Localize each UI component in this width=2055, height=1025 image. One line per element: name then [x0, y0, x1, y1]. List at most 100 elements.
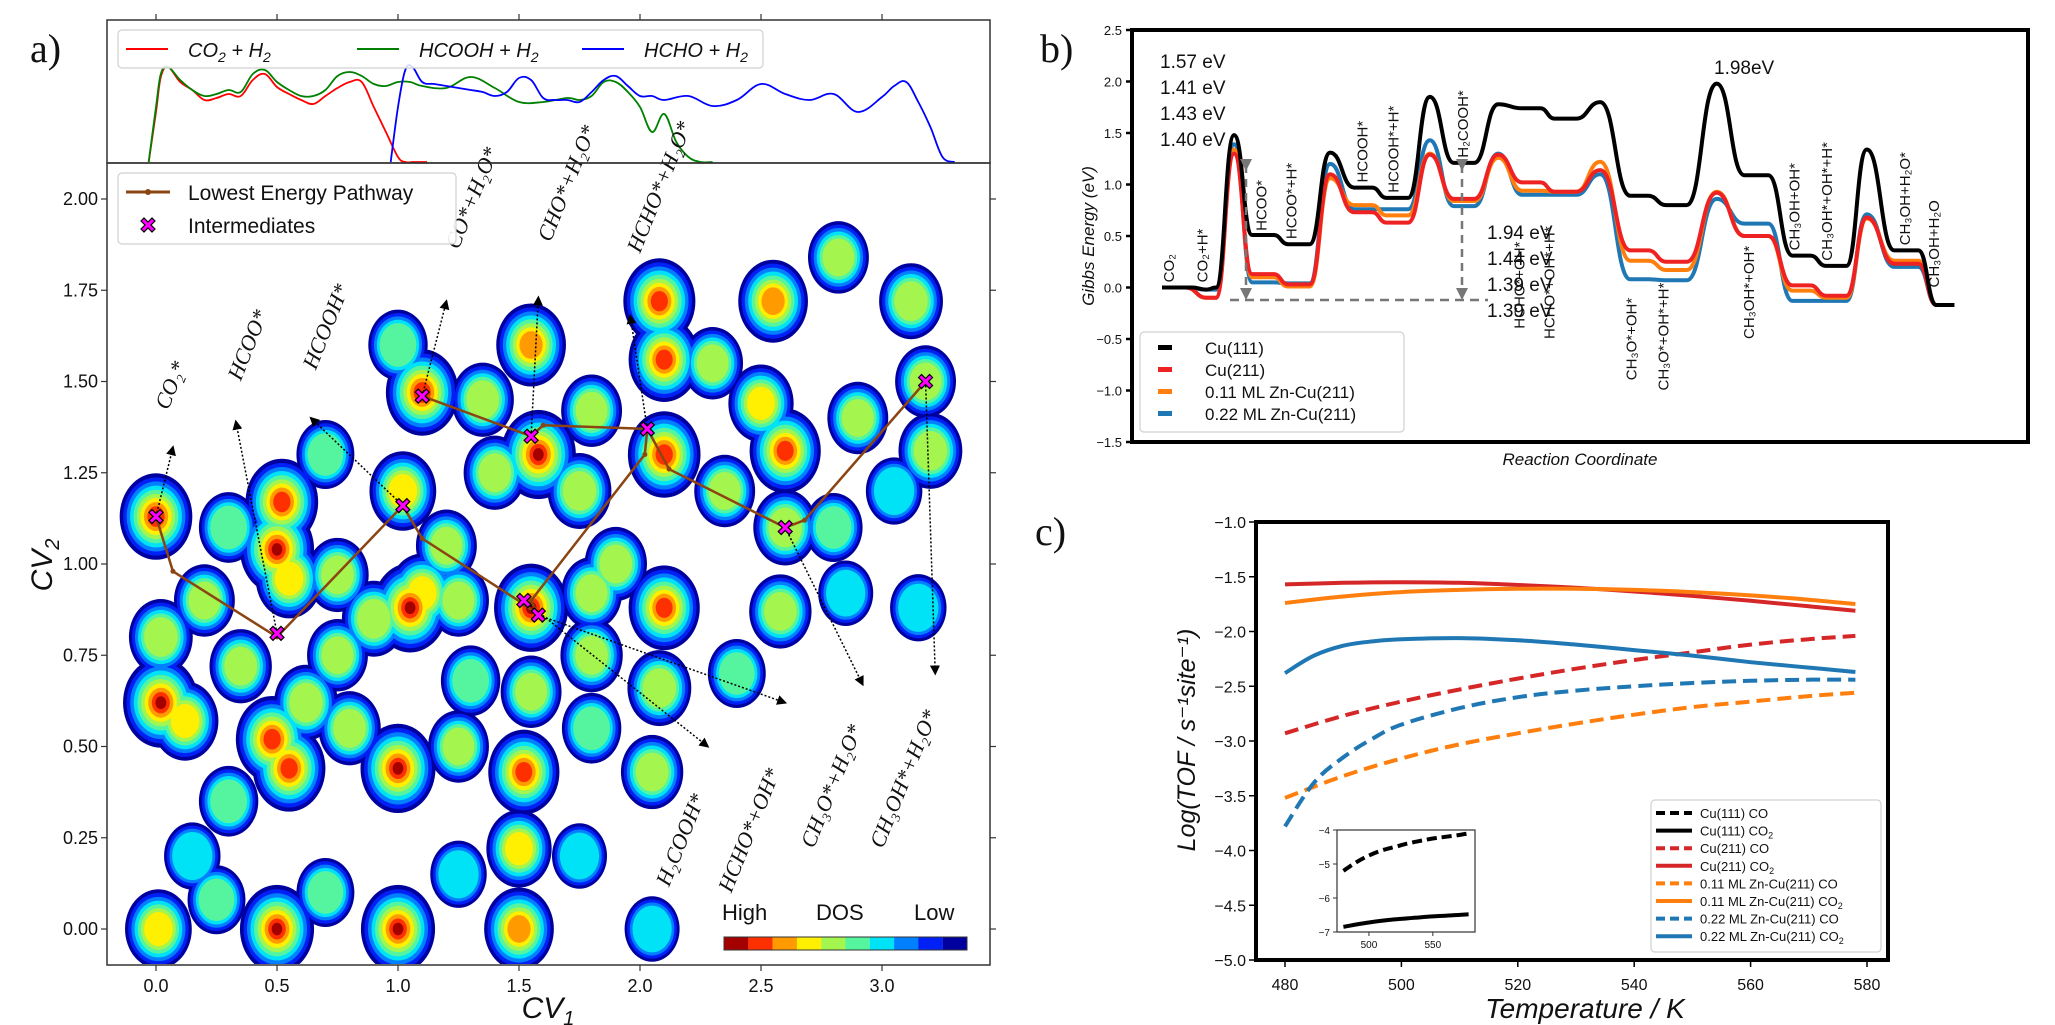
density-blob [438, 850, 479, 899]
colorbar-low-label: Low [914, 900, 954, 925]
pathway-node [419, 535, 425, 541]
panel-a-main-chart: CO₂*HCOO* HCOOH*CO*+H₂O* CHO*+H₂O* HCHO*+H₂… [26, 118, 996, 1025]
b-state-label-3: HCOO*+H* [1283, 163, 1300, 239]
intermediate-x-icon [639, 421, 656, 437]
annotation-arrow-6 [523, 599, 710, 748]
c-ytick-label-3: −3.5 [1214, 789, 1246, 806]
density-blob [289, 682, 323, 723]
pathway-node [540, 422, 546, 428]
c-y-ticks: −5.0 −4.5 −4.0 −3.5 −3.0 −2.5 −2.0 −1.5 −1.0 [1214, 515, 1256, 970]
intermediate-marker-9 [917, 373, 934, 390]
intermediate-x-icon [414, 388, 431, 404]
density-blob [198, 878, 235, 922]
a-main-y-ticks: 0.00 0.25 0.50 0.75 1.00 1.25 1.50 1.75 2.00 [63, 189, 996, 939]
density-blob [170, 703, 200, 738]
c-legend-box [1650, 799, 1882, 953]
a-main-xtick-label-5: 2.5 [748, 976, 773, 996]
intermediate-x-icon [515, 592, 532, 609]
b-state-label-0: CO₂ [1161, 254, 1178, 283]
c-legend-label-base: 0.22 ML Zn-Cu(211) CO [1700, 929, 1839, 944]
density-blob [655, 349, 673, 370]
a-main-ytick-label-8: 2.00 [63, 189, 98, 209]
density-blob [379, 323, 417, 367]
c-legend-label-base: Cu(111) CO [1700, 824, 1768, 839]
density-blob [632, 905, 672, 953]
c-series-line-6 [1283, 677, 1856, 828]
a-top-ticks [155, 14, 883, 20]
colorbar-title: DOS [816, 900, 864, 925]
intermediate-marker-8 [777, 519, 794, 536]
a-main-ytick-label-1: 0.25 [63, 828, 98, 848]
legend-pathway-dot [145, 189, 151, 195]
c-xtick-label-5: 580 [1854, 977, 1881, 994]
annotation-arrow-5 [626, 313, 649, 430]
b-legend-label-2: 0.11 ML Zn-Cu(211) [1205, 383, 1355, 402]
intermediate-marker-0 [148, 508, 164, 525]
b-series-line-3 [1162, 138, 1955, 307]
c-legend-label-2: Cu(211) CO [1700, 841, 1769, 856]
b-ytick-label-0: −1.5 [1096, 435, 1122, 450]
annotation-label-2: HCOOH* [297, 280, 354, 373]
density-blob [466, 380, 500, 420]
c-inset-ytick-label-3: −4 [1319, 826, 1331, 837]
density-blob [841, 399, 874, 437]
density-blob [155, 696, 167, 710]
density-blob [210, 779, 247, 824]
c-legend-label-7: 0.22 ML Zn-Cu(211) CO2 [1700, 929, 1844, 946]
legend-label-sub2: 2 [262, 49, 271, 65]
b-series-line-1 [1162, 151, 1955, 307]
c-series [1283, 580, 1856, 828]
b-barrier-mid-label-0: 1.94 eV [1487, 223, 1553, 244]
c-legend-label-sub: 2 [1838, 901, 1843, 911]
intermediate-x-icon [530, 607, 547, 623]
c-legend-label-base: Cu(211) CO [1700, 841, 1769, 856]
colorbar-cell-4 [821, 937, 846, 950]
c-legend-label-base: Cu(211) CO [1700, 859, 1769, 874]
a-top-series-line-2 [389, 64, 955, 163]
intermediate-marker-7 [530, 607, 547, 623]
c-series-line-5 [1284, 586, 1856, 607]
density-blob [144, 617, 178, 657]
density-blob [562, 471, 597, 511]
density-blob [505, 832, 533, 866]
b-barrier-labels-mid: 1.94 eV 1.44 eV 1.39 eV 1.39 eV [1487, 223, 1553, 322]
density-blob [430, 526, 463, 565]
b-state-label-2: HCOO* [1253, 180, 1270, 231]
b-ytick-label-2: −0.5 [1096, 332, 1122, 347]
density-blob [321, 636, 354, 675]
c-inset-series-line-0 [1342, 831, 1469, 873]
a-main-xtick-label-0: 0.0 [143, 976, 168, 996]
c-xtick-label-0: 480 [1272, 977, 1299, 994]
b-state-label-15: CH₃OH+H₂O [1926, 200, 1943, 287]
density-blob [392, 922, 404, 936]
b-ytick-label-1: −1.0 [1096, 384, 1122, 399]
c-ytick-label-4: −3.0 [1214, 734, 1246, 751]
c-legend-label-sub: 2 [1769, 866, 1774, 876]
density-blob [452, 658, 489, 703]
colorbar-high-label: High [722, 900, 767, 925]
b-y-ticks: −1.5 −1.0 −0.5 0.0 0.5 1.0 1.5 2.0 2.5 [1096, 23, 1134, 450]
c-xlabel: Temperature / K [1485, 993, 1686, 1024]
c-ytick-label-1: −4.5 [1214, 898, 1246, 915]
a-top-legend: CO2 + H2 HCOOH + H2 HCHO + H2 [117, 29, 764, 69]
density-blob [655, 444, 673, 465]
a-top-series-line-0 [147, 65, 427, 163]
density-blob [224, 646, 258, 686]
c-xtick-label-4: 560 [1737, 977, 1764, 994]
c-legend-label-1: Cu(111) CO2 [1700, 824, 1773, 841]
density-blob [515, 672, 548, 711]
legend-label-sub2: 2 [530, 49, 539, 65]
c-legend-label-base: 0.11 ML Zn-Cu(211) CO [1700, 894, 1838, 909]
a-main-xtick-label-1: 0.5 [264, 976, 289, 996]
legend-intermediates-label: Intermediates [188, 215, 315, 238]
b-state-label-7: HCHO*+OH* [1512, 241, 1529, 328]
c-legend-label-5: 0.11 ML Zn-Cu(211) CO2 [1700, 894, 1843, 911]
density-blob [404, 601, 416, 615]
annotation-arrow-8 [784, 527, 864, 687]
density-blob [650, 290, 668, 312]
pathway-node [666, 466, 672, 472]
a-top-legend-label-1: HCOOH + H2 [419, 40, 539, 65]
panel-b-chart: 1.57 eV 1.41 eV 1.43 eV 1.40 eV 1.94 eV 1.44… [1079, 23, 2030, 469]
b-barrier-left-label-3: 1.40 eV [1160, 130, 1226, 151]
legend-label-sub: 2 [217, 49, 226, 65]
